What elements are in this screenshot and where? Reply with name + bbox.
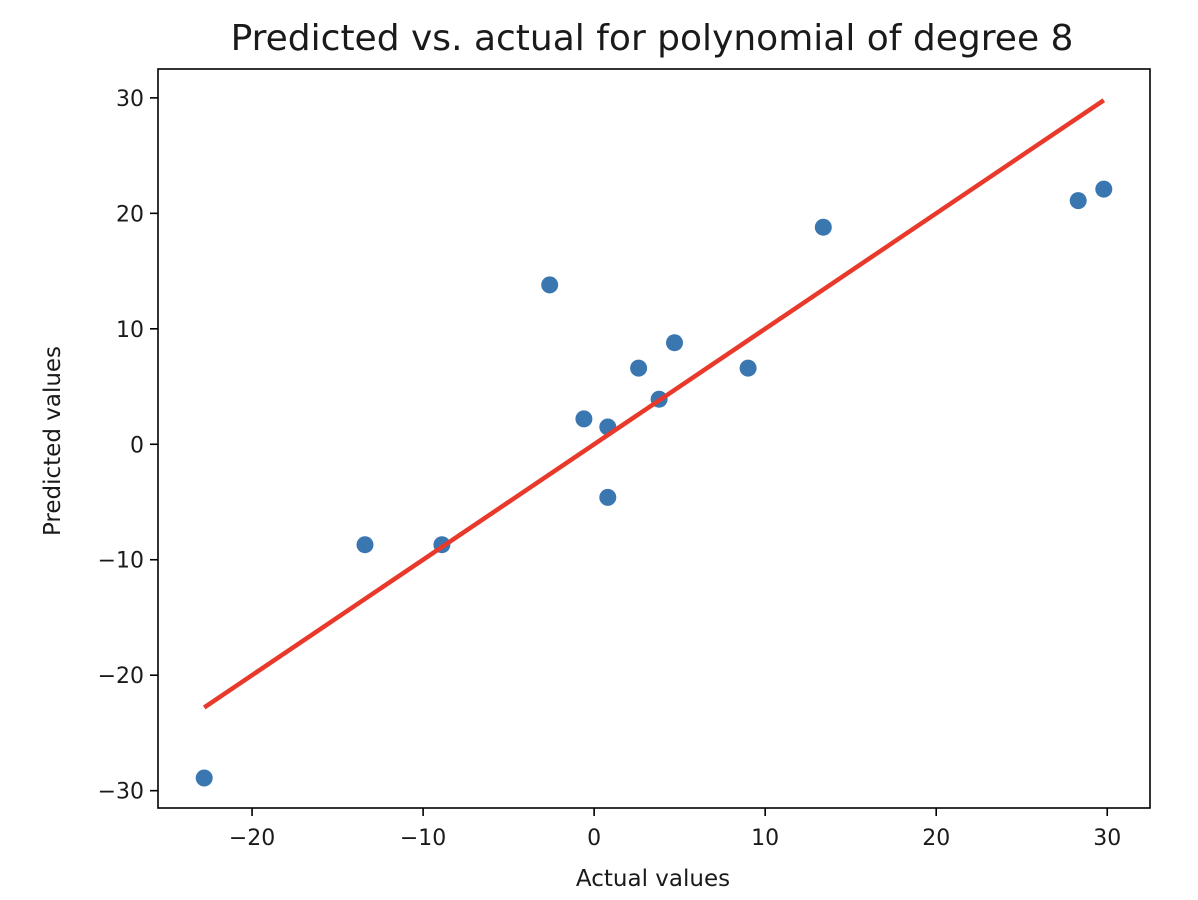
y-tick-label: −10 — [98, 549, 144, 574]
scatter-point — [575, 410, 593, 428]
scatter-point — [739, 359, 757, 377]
reference-line — [202, 98, 1106, 710]
x-tick-label: 0 — [587, 826, 601, 851]
x-axis-label: Actual values — [576, 866, 730, 892]
x-tick-label: 30 — [1093, 826, 1121, 851]
y-tick-label: 20 — [116, 202, 144, 227]
x-tick-label: −10 — [400, 826, 446, 851]
scatter-point — [666, 334, 683, 352]
scatter-point — [630, 359, 648, 377]
scatter-point — [1095, 180, 1113, 198]
plot-frame — [157, 68, 1151, 809]
y-axis: −30 −20 −10 0 10 20 30 — [98, 87, 158, 805]
x-tick-label: 10 — [751, 826, 779, 851]
y-tick-label: 30 — [116, 87, 144, 112]
scatter-point — [599, 488, 617, 506]
y-tick-label: −30 — [98, 780, 144, 805]
scatter-point — [356, 536, 374, 554]
scatter-point — [1069, 192, 1087, 210]
y-tick-label: 10 — [116, 318, 144, 343]
x-tick-label: 20 — [922, 826, 950, 851]
y-tick-label: 0 — [130, 433, 144, 458]
x-tick-label: −20 — [229, 826, 275, 851]
chart-title: Predicted vs. actual for polynomial of d… — [231, 18, 1074, 59]
scatter-point — [541, 276, 559, 294]
y-axis-label: Predicted values — [40, 346, 66, 536]
scatter-point — [195, 769, 213, 787]
plot-marks — [195, 98, 1113, 787]
y-tick-label: −20 — [98, 664, 144, 689]
scatter-point — [814, 218, 832, 236]
x-axis: −20 −10 0 10 20 30 — [229, 808, 1121, 851]
